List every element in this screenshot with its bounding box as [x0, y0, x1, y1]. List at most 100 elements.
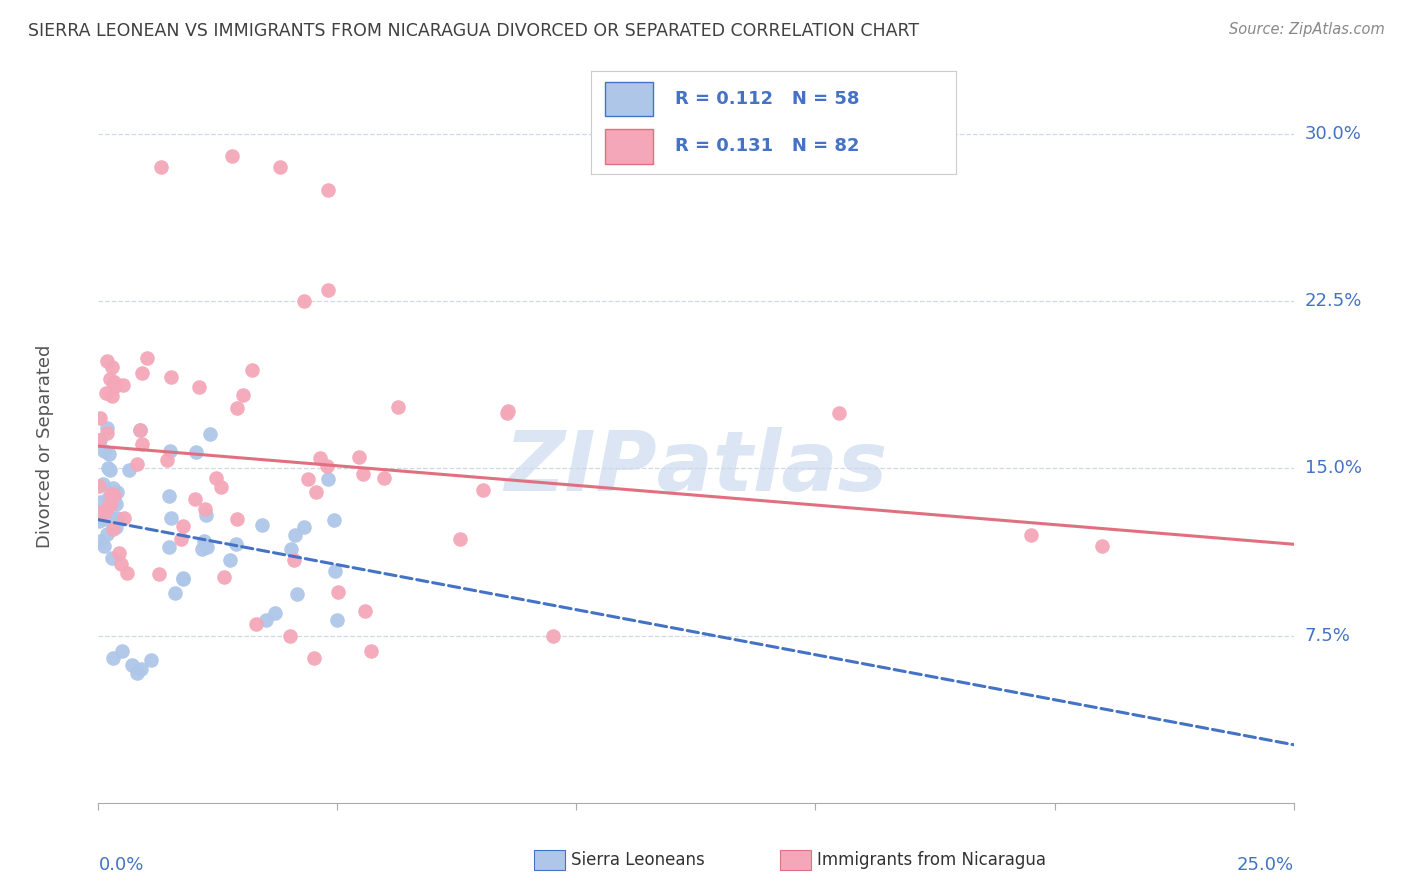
Point [98, 463, 121, 477]
Point [184, 492, 207, 507]
Point [354, 604, 377, 618]
Bar [605, 128, 652, 163]
Point [323, 513, 346, 527]
Point [541, 628, 564, 642]
Point [172, 519, 194, 533]
Point [128, 423, 150, 437]
Point [121, 657, 143, 672]
Point [309, 451, 332, 466]
Point [89, 494, 111, 508]
Text: 7.5%: 7.5% [1305, 626, 1351, 645]
Point [225, 537, 247, 551]
Point [94, 505, 117, 519]
Point [135, 351, 157, 366]
Point [90, 505, 112, 519]
Point [269, 161, 291, 175]
Point [87, 433, 110, 447]
Point [219, 553, 242, 567]
Point [104, 520, 127, 534]
Point [110, 557, 132, 571]
Point [103, 488, 125, 502]
Point [285, 586, 308, 600]
Point [195, 540, 218, 554]
Point [157, 540, 180, 554]
Point [302, 651, 325, 665]
Point [96, 425, 118, 440]
Point [328, 584, 350, 599]
Point [107, 546, 129, 560]
Point [125, 666, 148, 681]
Text: 0.0%: 0.0% [98, 856, 143, 874]
Point [97, 461, 120, 475]
Point [115, 566, 138, 580]
Point [118, 463, 141, 477]
Point [98, 498, 121, 512]
Text: R = 0.131   N = 82: R = 0.131 N = 82 [675, 137, 859, 155]
Point [96, 526, 118, 541]
Text: Immigrants from Nicaragua: Immigrants from Nicaragua [817, 851, 1046, 869]
Point [828, 405, 851, 420]
Point [131, 437, 153, 451]
Point [105, 511, 128, 525]
Point [103, 376, 125, 390]
Point [1091, 539, 1114, 553]
Point [172, 572, 194, 586]
Point [316, 182, 339, 196]
Point [156, 453, 179, 467]
Point [91, 477, 114, 491]
Text: SIERRA LEONEAN VS IMMIGRANTS FROM NICARAGUA DIVORCED OR SEPARATED CORRELATION CH: SIERRA LEONEAN VS IMMIGRANTS FROM NICARA… [28, 22, 920, 40]
Point [188, 379, 211, 393]
Point [193, 533, 215, 548]
Point [87, 514, 110, 528]
Point [472, 483, 495, 497]
Point [89, 479, 111, 493]
Point [159, 511, 181, 525]
Point [103, 380, 125, 394]
Point [292, 293, 315, 308]
Text: 25.0%: 25.0% [1236, 856, 1294, 874]
Point [326, 613, 349, 627]
Point [292, 520, 315, 534]
Point [191, 541, 214, 556]
Point [101, 651, 124, 665]
Point [360, 644, 382, 658]
Point [323, 565, 346, 579]
Point [131, 366, 153, 380]
Point [496, 406, 519, 420]
Point [100, 487, 122, 501]
Point [160, 369, 183, 384]
Point [305, 484, 328, 499]
Point [129, 423, 152, 437]
Point [280, 542, 302, 557]
Text: ZIP​atlas: ZIP​atlas [505, 427, 887, 508]
Point [97, 491, 120, 505]
Point [101, 389, 124, 403]
Text: Sierra Leoneans: Sierra Leoneans [571, 851, 704, 869]
Point [498, 404, 520, 418]
Text: Divorced or Separated: Divorced or Separated [35, 344, 53, 548]
Point [245, 617, 267, 632]
Point [112, 511, 135, 525]
Point [100, 510, 122, 524]
Text: 15.0%: 15.0% [1305, 459, 1361, 477]
Point [194, 502, 217, 516]
Point [101, 360, 124, 375]
Point [449, 532, 471, 546]
Point [111, 378, 134, 392]
Point [352, 467, 374, 482]
Point [103, 481, 125, 495]
Point [172, 571, 194, 585]
Point [212, 570, 235, 584]
Point [97, 498, 120, 512]
Point [97, 447, 120, 461]
Text: 30.0%: 30.0% [1305, 125, 1361, 143]
Point [98, 372, 121, 386]
Point [278, 628, 301, 642]
Point [209, 479, 232, 493]
Point [96, 386, 118, 401]
Point [316, 473, 339, 487]
Point [264, 607, 287, 621]
Point [89, 410, 111, 425]
Point [101, 522, 124, 536]
Point [240, 363, 263, 377]
